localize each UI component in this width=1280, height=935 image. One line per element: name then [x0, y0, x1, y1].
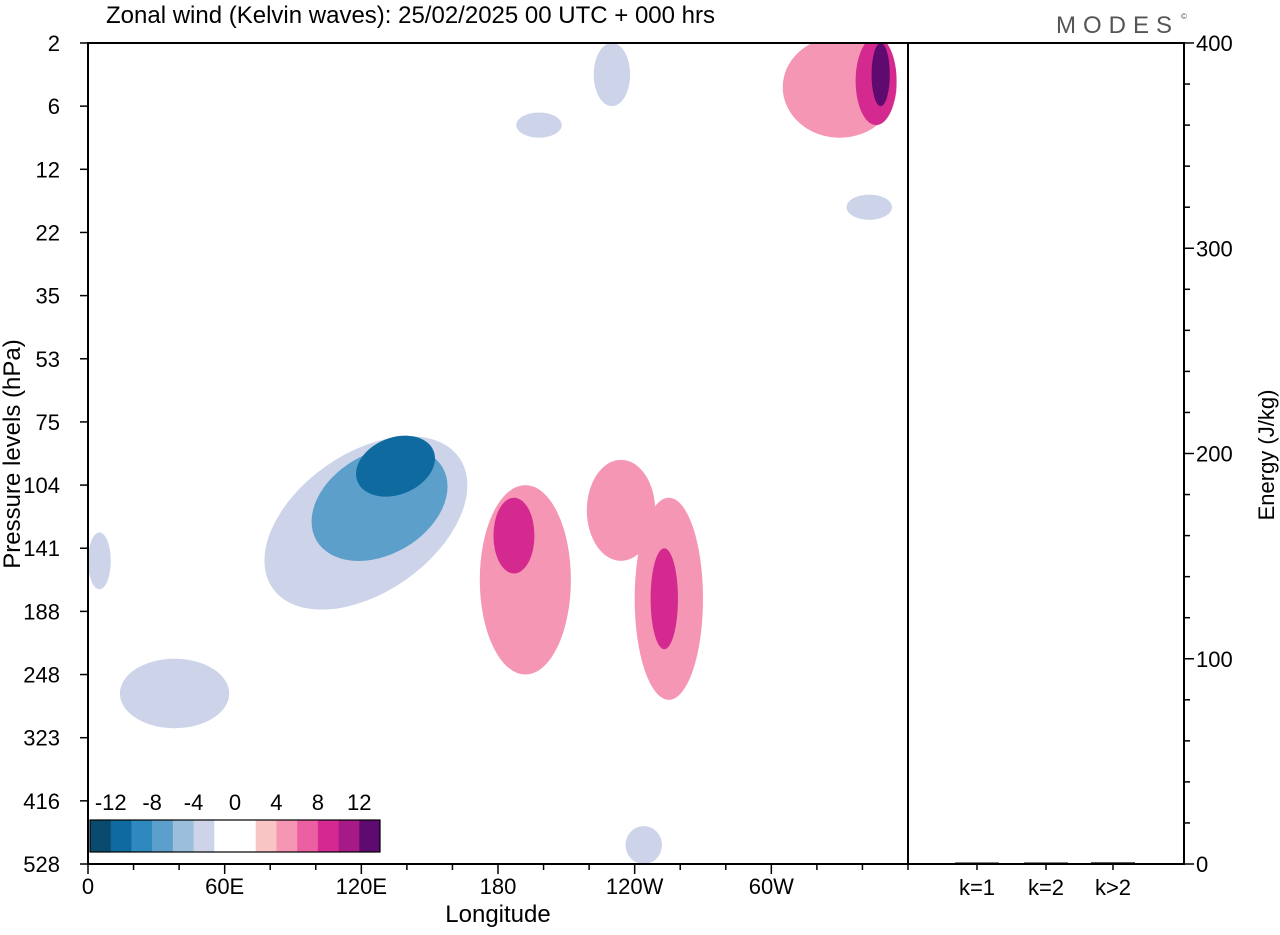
- energy-tick-label: 300: [1196, 236, 1233, 261]
- colorbar-legend: -12 -8 -4 0 4 8 12: [89, 790, 381, 853]
- colorbar-swatch: [297, 820, 319, 852]
- y-tick-label: 141: [23, 536, 60, 561]
- y-axis-label: Pressure levels (hPa): [0, 339, 26, 568]
- energy-category-label: k=1: [959, 875, 995, 900]
- brand-mark: ©: [1181, 12, 1187, 21]
- x-axis: 0 60E 120E 180 120W 60W: [82, 864, 909, 899]
- energy-axis: 0 100 200 300 400: [1184, 31, 1233, 877]
- colorbar-frame: [89, 819, 381, 853]
- colorbar-label: 12: [347, 790, 371, 815]
- y-tick-label: 35: [36, 284, 60, 309]
- colorbar-swatch: [90, 820, 112, 852]
- easterly-anomaly-region: [846, 194, 893, 220]
- x-tick-label: 60E: [205, 874, 244, 899]
- brand-logo: MODES: [1056, 12, 1179, 39]
- y-tick-label: 53: [36, 347, 60, 372]
- colorbar-label: -4: [184, 790, 204, 815]
- y-tick-label: 416: [23, 789, 60, 814]
- colorbar-swatch: [235, 820, 257, 852]
- x-tick-label: 60W: [749, 874, 794, 899]
- energy-bar: [955, 862, 999, 864]
- y-tick-label: 22: [36, 220, 60, 245]
- easterly-anomaly-region: [516, 112, 562, 138]
- x-tick-label: 120E: [336, 874, 387, 899]
- x-axis-label: Longitude: [445, 901, 550, 928]
- y-tick-label: 323: [23, 726, 60, 751]
- energy-tick-label: 100: [1196, 647, 1233, 672]
- colorbar-swatch: [131, 820, 153, 852]
- colorbar-swatch: [338, 820, 360, 852]
- colorbar-label: 8: [312, 790, 324, 815]
- easterly-anomaly-region: [119, 658, 230, 729]
- energy-category-label: k=2: [1028, 875, 1064, 900]
- chart-title: Zonal wind (Kelvin waves): 25/02/2025 00…: [106, 2, 715, 29]
- y-tick-label: 75: [36, 410, 60, 435]
- colorbar-swatch: [193, 820, 215, 852]
- colorbar-label: -8: [142, 790, 162, 815]
- westerly-anomaly-region: [586, 459, 656, 561]
- colorbar-swatch: [276, 820, 298, 852]
- energy-axis-label: Energy (J/kg): [1254, 390, 1279, 521]
- x-tick-label: 0: [82, 874, 94, 899]
- energy-bar: [1091, 862, 1135, 864]
- y-tick-label: 248: [23, 663, 60, 688]
- energy-tick-label: 400: [1196, 31, 1233, 56]
- y-tick-label: 12: [36, 157, 60, 182]
- x-tick-label: 120W: [606, 874, 664, 899]
- easterly-anomaly-region: [593, 43, 631, 107]
- y-tick-label: 6: [48, 94, 60, 119]
- colorbar-label: -12: [95, 790, 127, 815]
- energy-bars: k=1 k=2 k>2: [955, 862, 1135, 900]
- colorbar-swatch: [110, 820, 132, 852]
- energy-tick-label: 200: [1196, 442, 1233, 467]
- westerly-anomaly-region: [493, 497, 535, 574]
- easterly-anomaly-region: [356, 435, 435, 497]
- colorbar-swatch: [317, 820, 339, 852]
- energy-category-label: k>2: [1095, 875, 1131, 900]
- x-tick-label: 180: [480, 874, 517, 899]
- energy-tick-label: 0: [1196, 852, 1208, 877]
- easterly-anomaly-region: [625, 826, 662, 864]
- colorbar-label: 4: [270, 790, 282, 815]
- colorbar-swatch: [359, 820, 381, 852]
- easterly-anomaly-region: [88, 532, 111, 590]
- energy-bar: [1024, 862, 1068, 864]
- contour-field: [88, 43, 897, 864]
- colorbar-swatch: [255, 820, 277, 852]
- y-tick-label: 188: [23, 599, 60, 624]
- y-tick-label: 528: [23, 852, 60, 877]
- y-axis: 2 6 12 22 35 53 75 104 141 188 248 323 416 528: [23, 31, 88, 877]
- colorbar-label: 0: [229, 790, 241, 815]
- westerly-anomaly-region: [871, 43, 890, 107]
- plot-frame: [87, 42, 909, 865]
- colorbar-swatch: [172, 820, 194, 852]
- westerly-anomaly-region: [650, 548, 678, 650]
- y-tick-label: 2: [48, 31, 60, 56]
- energy-frame: [907, 42, 1185, 865]
- colorbar-swatch: [152, 820, 174, 852]
- colorbar-swatch: [214, 820, 236, 852]
- y-tick-label: 104: [23, 473, 60, 498]
